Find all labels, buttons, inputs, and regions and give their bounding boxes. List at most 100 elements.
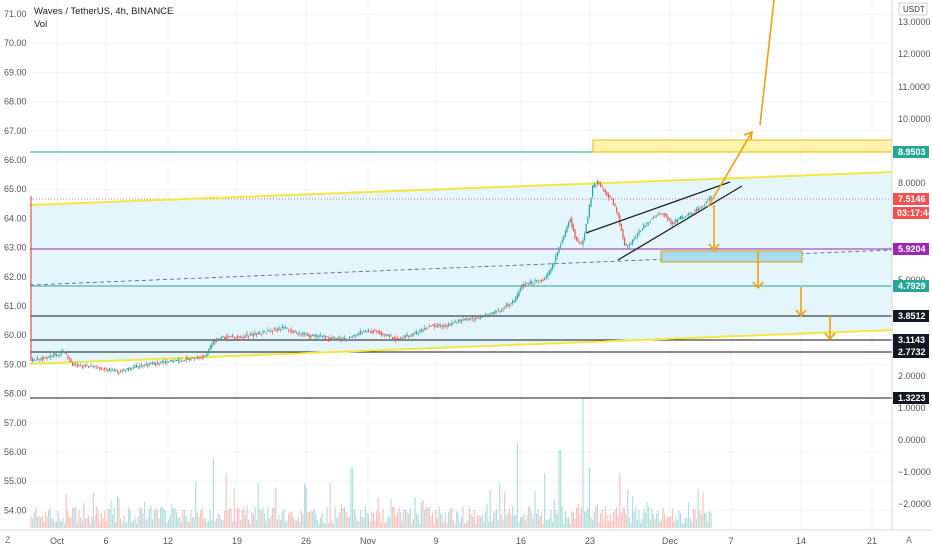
left-axis-tick: 63.00 [4,243,27,253]
volume-bar [40,517,42,528]
currency-badge[interactable] [898,2,928,16]
projection-arrows[interactable] [707,0,836,341]
volume-bar [318,523,320,528]
volume-bar [171,503,173,528]
volume-bar [675,516,677,528]
volume-bar [164,510,166,528]
candle-body [254,333,256,335]
candle-body [558,247,560,253]
candle-body [596,180,598,184]
candle-body [480,316,482,318]
volume-bar [128,507,130,528]
candle-body [689,212,691,214]
candle-body [604,190,606,193]
candle-body [387,335,389,337]
resistance-zone[interactable] [592,139,893,153]
volume-bar [344,507,346,528]
candle-body [416,331,418,334]
volume-bar [321,513,323,528]
volume-bar [150,505,152,528]
channel-upper-trendline[interactable] [29,171,893,206]
breakout-arrow [707,131,753,208]
candle-body [560,245,562,248]
volume-bar [342,508,344,528]
support-zone[interactable] [660,250,803,263]
time-axis[interactable]: Oct 6 12 19 26 Nov 9 16 23 Dec 7 14 21 [50,536,877,546]
auto-scale-button[interactable]: A [906,535,912,545]
volume-bar [516,443,518,528]
candle-body [187,358,189,361]
volume-bar [340,504,342,528]
candle-body [409,336,411,337]
candle-body [88,366,90,368]
volume-bar [448,511,450,528]
volume-bar [491,521,493,528]
candle-body [299,332,301,334]
candle-body [316,335,318,337]
candle-body [329,337,331,340]
candle-body [283,326,285,328]
currency-badge-label: USDT [903,5,925,14]
candle-body [144,364,146,366]
candle-body [212,340,214,345]
volume-bar [331,520,333,528]
candle-body [633,238,635,241]
candle-body [544,278,546,280]
candle-body [550,268,552,272]
volume-bar [190,510,192,528]
candle-body [196,355,198,358]
candle-body [36,357,38,360]
volume-bar [288,513,290,528]
left-axis-tick: 60.00 [4,330,27,340]
candle-body [561,239,563,243]
candle-body [268,330,270,331]
volume-bar [436,517,438,528]
candle-body [59,354,61,356]
breakdown-arrow-3-head [795,309,807,318]
right-axis-tick: 13.0000 [898,17,931,27]
candle-body [516,294,518,299]
volume-bar [411,523,413,528]
candle-body [468,318,470,321]
volume-bar [86,517,88,528]
candle-body [280,328,282,330]
candle-body [414,332,416,334]
volume-bar [248,519,250,528]
volume-bar [702,492,704,528]
volume-bar [198,516,200,528]
volume-bar [665,518,667,528]
volume-bar [225,473,227,528]
zoom-corner-icon[interactable]: Z [5,535,11,545]
rising-wedge[interactable] [585,181,743,261]
candle-body [692,213,694,215]
candle-body [635,237,637,239]
volume-bar [216,518,218,528]
volume-bar [510,514,512,528]
candle-body [505,305,507,307]
volume-bar [636,519,638,528]
candle-body [243,336,245,338]
candle-body [643,224,645,229]
volume-bar [579,513,581,528]
volume-bar [550,509,552,528]
volume-bar [659,521,661,528]
volume-bar [110,500,112,528]
volume-bar [614,509,616,528]
right-price-axis[interactable]: 13.000012.000011.000010.00008.00005.0000… [898,17,931,509]
volume-bar [569,523,571,528]
volume-bar [240,519,242,528]
volume-bar [262,507,264,528]
candle-body [492,312,494,315]
candle-body [32,358,34,362]
volume-bar [456,511,458,528]
channel-lower-trendline[interactable] [29,329,893,365]
volume-bar [638,509,640,528]
volume-bar [352,468,354,528]
volume-bar [220,519,222,528]
candle-body [568,222,570,227]
candle-body [96,367,98,369]
volume-bar [393,506,395,528]
candle-body [312,334,314,336]
candle-body [438,323,440,326]
